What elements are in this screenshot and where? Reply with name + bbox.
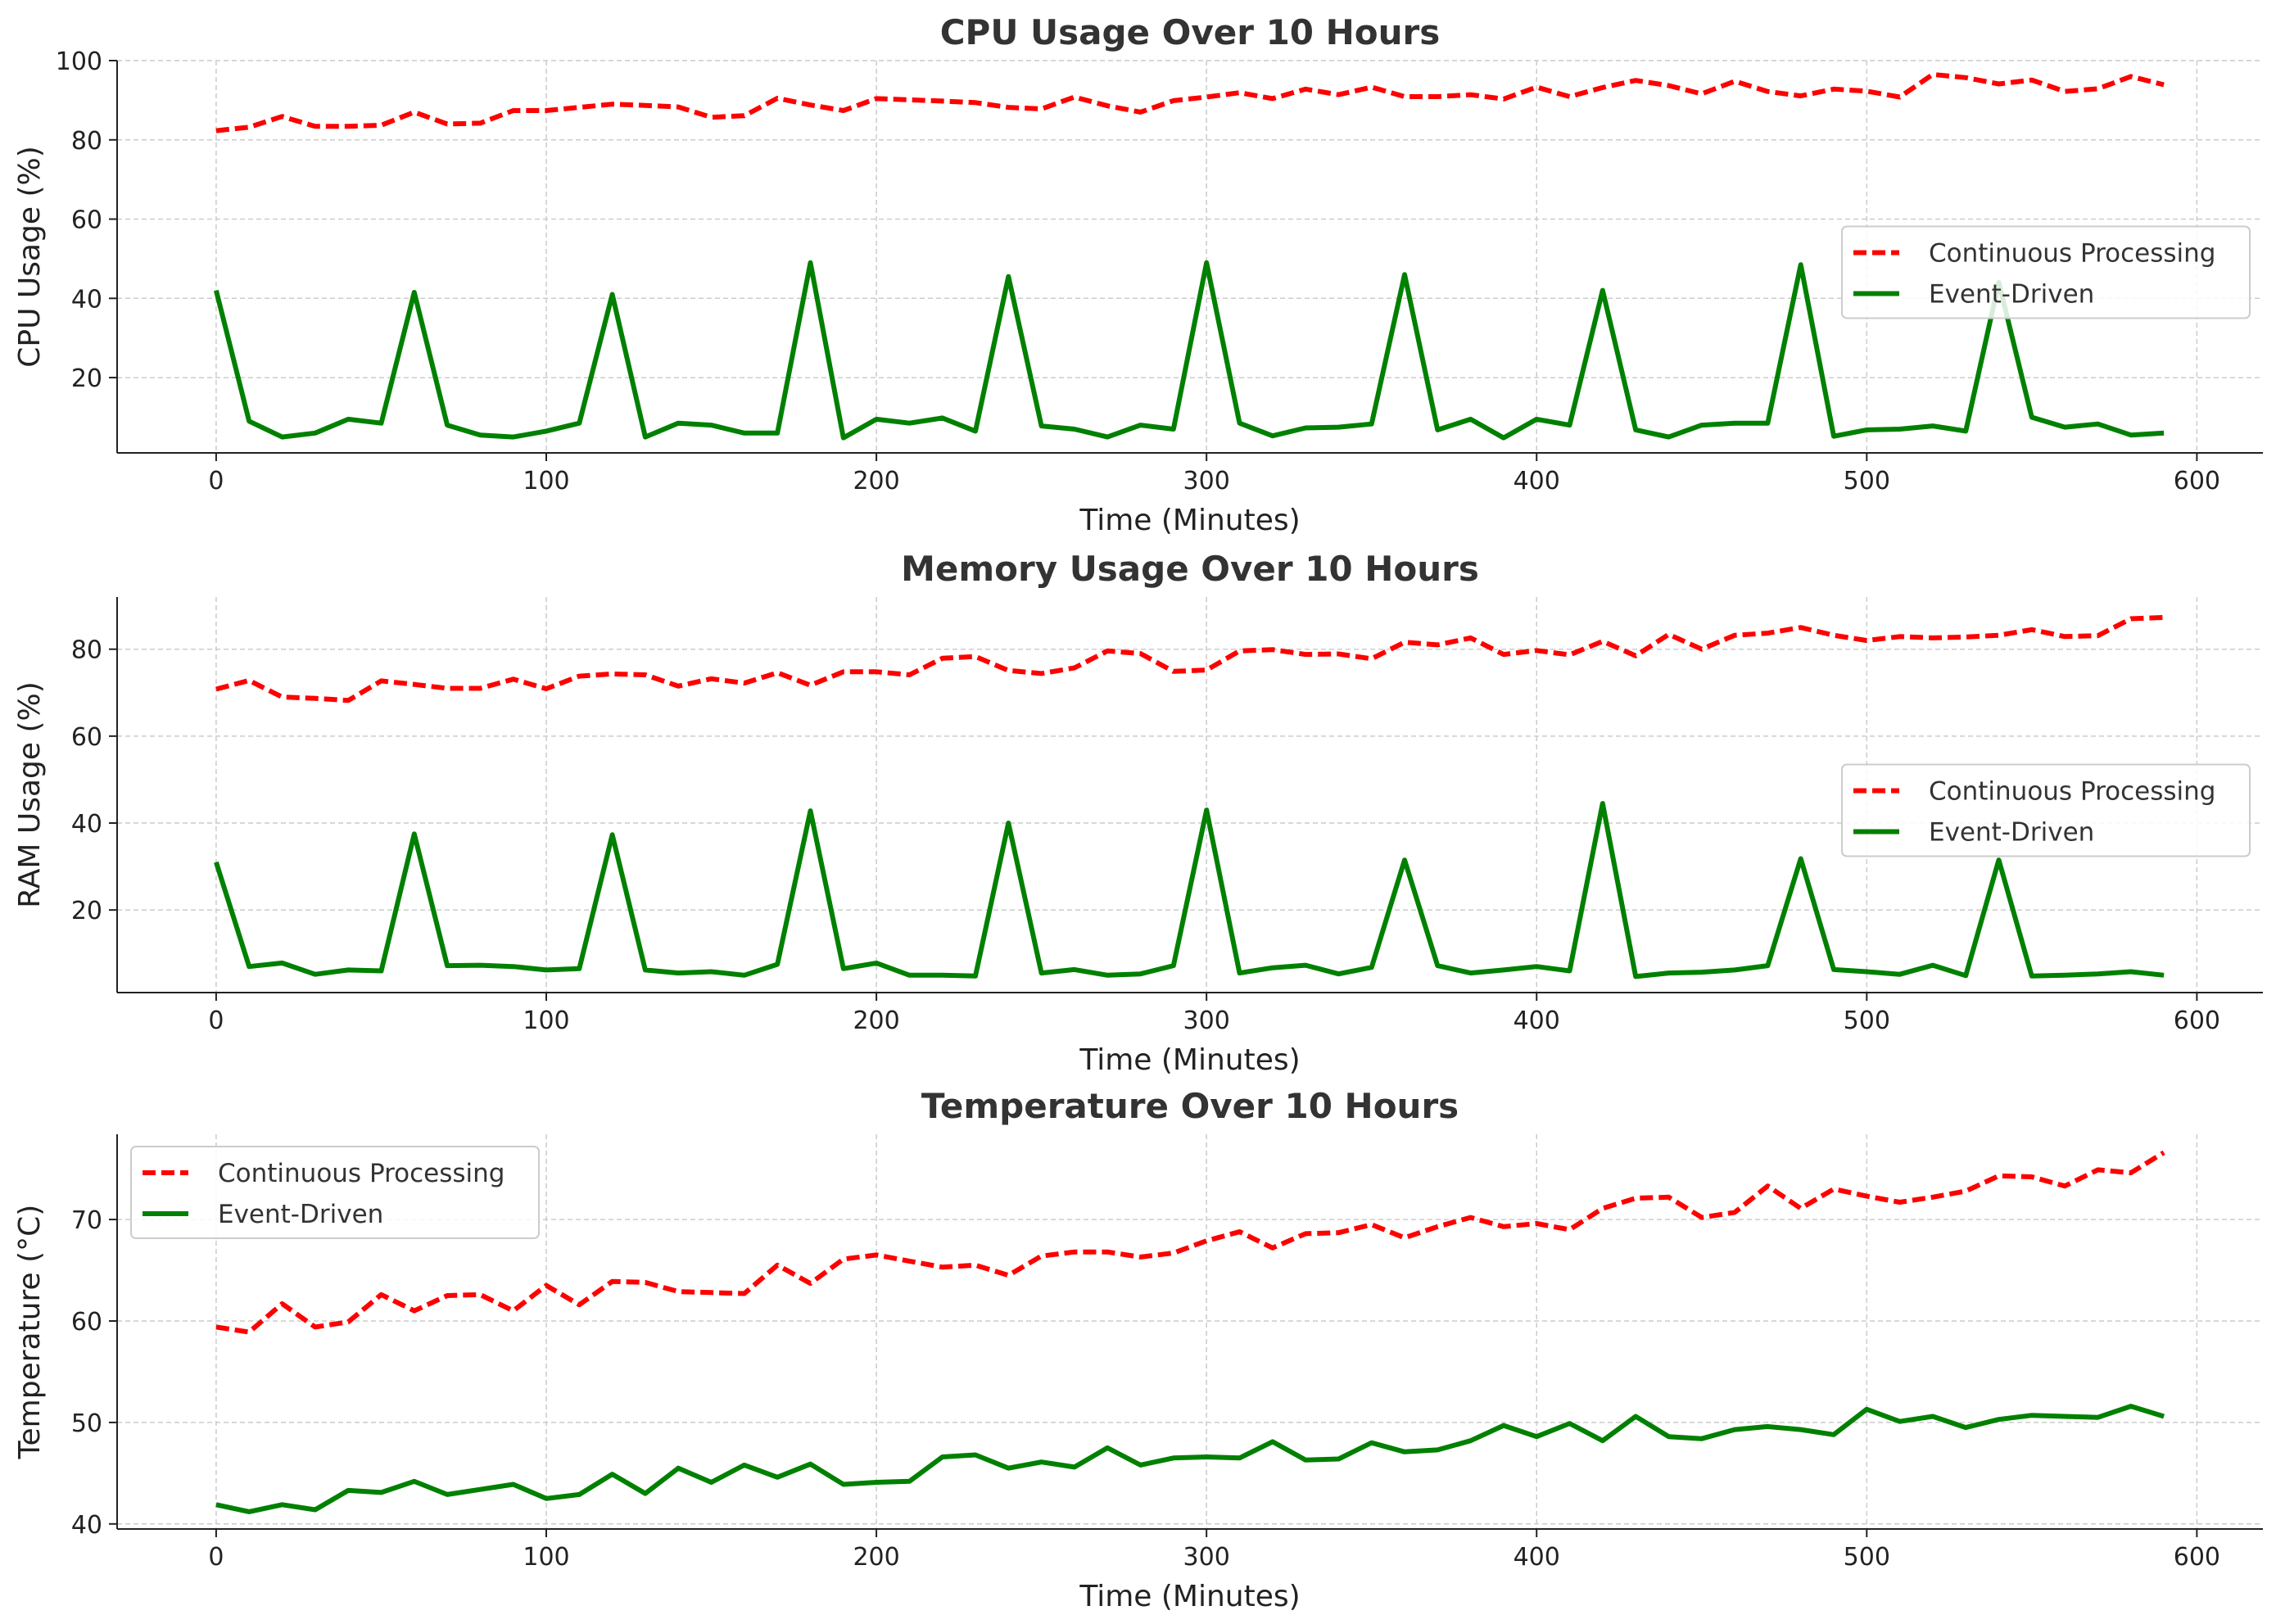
y-tick-label: 40 — [71, 285, 102, 314]
chart-title: Memory Usage Over 10 Hours — [901, 549, 1479, 589]
chart-panel-3: 0 100 200 300 400 500 600 40 50 60 70 Temperature O… — [13, 1086, 2263, 1613]
x-tick-label: 100 — [523, 1007, 569, 1035]
x-tick-label: 500 — [1844, 1007, 1890, 1035]
x-tick-label: 600 — [2174, 1007, 2220, 1035]
legend-box — [1841, 225, 2251, 319]
x-tick-label: 0 — [208, 1007, 224, 1035]
series-line-event-driven — [215, 1404, 2165, 1514]
chart-panel-2: 0 100 200 300 400 500 600 20 40 60 80 Memory Usage … — [13, 549, 2263, 1077]
x-axis-label: Time (Minutes) — [1079, 1580, 1300, 1613]
legend-entry: Continuous Processing — [1929, 239, 2215, 269]
legend-entry: Event-Driven — [1929, 818, 2094, 848]
y-tick-label: 40 — [71, 810, 102, 839]
x-tick-label: 300 — [1183, 1543, 1230, 1572]
chart-title: CPU Usage Over 10 Hours — [940, 12, 1441, 52]
x-tick-label: 200 — [853, 1543, 899, 1572]
x-tick-label: 400 — [1514, 467, 1560, 495]
x-tick-label: 100 — [523, 467, 569, 495]
legend-entry: Continuous Processing — [218, 1159, 505, 1188]
y-axis-label: CPU Usage (%) — [13, 146, 47, 368]
y-tick-label: 20 — [71, 364, 102, 393]
x-tick-label: 0 — [208, 1543, 224, 1572]
legend-entry: Event-Driven — [1929, 280, 2094, 310]
legend-box — [130, 1146, 540, 1239]
x-tick-label: 300 — [1183, 1007, 1230, 1035]
x-tick-label: 200 — [853, 467, 899, 495]
y-tick-label: 70 — [71, 1206, 102, 1235]
y-tick-label: 100 — [56, 47, 102, 76]
legend: Continuous Processing Event-Driven — [1841, 763, 2251, 857]
y-tick-label: 80 — [71, 636, 102, 665]
y-tick-label: 60 — [71, 1308, 102, 1337]
y-tick-label: 50 — [71, 1409, 102, 1438]
legend: Continuous Processing Event-Driven — [1841, 225, 2251, 319]
legend-box — [1841, 763, 2251, 857]
x-tick-label: 600 — [2174, 467, 2220, 495]
y-axis-label: RAM Usage (%) — [13, 681, 47, 908]
chart-title: Temperature Over 10 Hours — [921, 1086, 1459, 1126]
chart-panel-1: 0 100 200 300 400 500 600 20 40 60 80 100 CPU Usage … — [13, 12, 2263, 537]
x-tick-label: 500 — [1844, 467, 1890, 495]
series-line-event-driven — [213, 260, 2165, 441]
y-axis-label: Temperature (°C) — [13, 1205, 47, 1460]
y-tick-label: 20 — [71, 897, 102, 925]
legend-entry: Continuous Processing — [1929, 777, 2215, 807]
y-tick-label: 40 — [71, 1511, 102, 1540]
x-tick-label: 600 — [2174, 1543, 2220, 1572]
x-axis-label: Time (Minutes) — [1079, 1043, 1300, 1077]
y-tick-label: 60 — [71, 206, 102, 235]
x-tick-label: 400 — [1514, 1007, 1560, 1035]
legend-entry: Event-Driven — [218, 1200, 383, 1229]
series-line-event-driven — [214, 801, 2165, 979]
x-tick-label: 0 — [208, 467, 224, 495]
x-axis-label: Time (Minutes) — [1079, 504, 1300, 537]
x-tick-label: 300 — [1183, 467, 1230, 495]
x-tick-label: 100 — [523, 1543, 569, 1572]
y-tick-label: 60 — [71, 723, 102, 752]
x-tick-label: 200 — [853, 1007, 899, 1035]
series-line-continuous-processing — [215, 614, 2165, 703]
legend: Continuous Processing Event-Driven — [130, 1146, 540, 1239]
x-tick-label: 400 — [1514, 1543, 1560, 1572]
x-tick-label: 500 — [1844, 1543, 1890, 1572]
series-line-continuous-processing — [215, 1150, 2165, 1335]
series-line-continuous-processing — [215, 71, 2165, 133]
y-tick-label: 80 — [71, 127, 102, 156]
